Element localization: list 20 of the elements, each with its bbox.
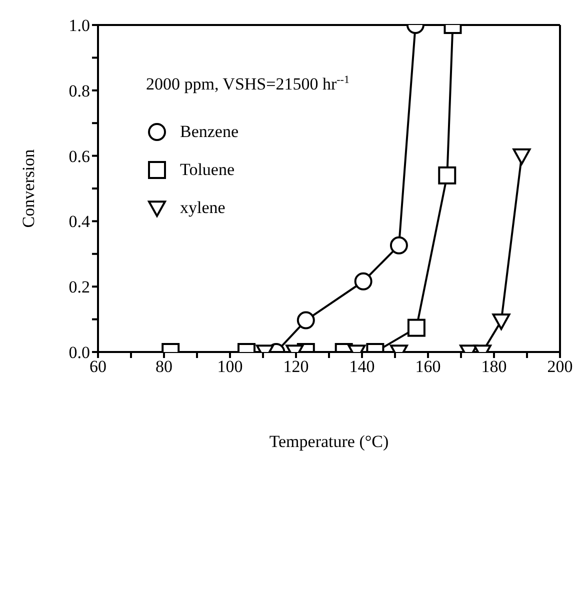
x-tick-label: 200: [547, 357, 573, 376]
y-tick-label: 0.6: [68, 146, 90, 166]
y-tick-label: 0.2: [68, 278, 90, 297]
x-tick-label: 60: [90, 357, 106, 376]
y-axis-title: Conversion: [19, 148, 38, 228]
y-tick-label: 1.0: [68, 16, 90, 36]
x-axis-title: Temperature (°C): [269, 432, 389, 451]
legend-label: xylene: [180, 198, 226, 218]
x-tick-label: 100: [217, 357, 243, 376]
legend-label: Toluene: [180, 160, 235, 180]
y-tick-label: 0.4: [68, 212, 90, 232]
y-tick-label: 0.0: [68, 343, 90, 362]
legend-label: Benzene: [180, 122, 239, 142]
x-tick-label: 140: [349, 357, 375, 376]
x-tick-label: 180: [481, 357, 507, 376]
y-tick-label: 0.8: [68, 81, 90, 100]
annotation: 2000 ppm, VSHS=21500 hr$^{--1}$: [146, 74, 350, 94]
x-tick-label: 80: [156, 357, 172, 376]
x-tick-label: 160: [415, 357, 441, 376]
x-tick-label: 120: [283, 357, 309, 376]
